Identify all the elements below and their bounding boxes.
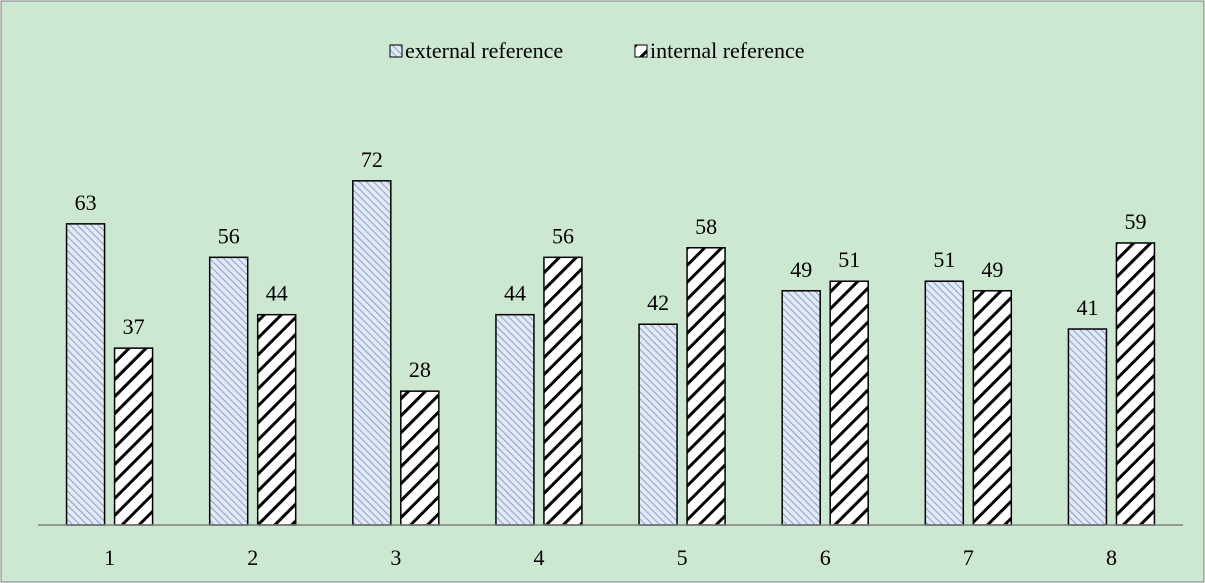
bar-external-7: [924, 280, 965, 526]
x-tick-labels: 1 2 3 4 5 6 7 8: [104, 545, 1117, 570]
bar-internal-7: [972, 290, 1013, 526]
data-label-external-1: 63: [75, 190, 97, 215]
x-tick-label-8: 8: [1106, 545, 1117, 570]
x-tick-label-7: 7: [963, 545, 974, 570]
data-label-internal-2: 44: [266, 281, 288, 306]
data-label-internal-8: 59: [1124, 209, 1146, 234]
data-label-external-2: 56: [218, 223, 240, 248]
data-label-external-7: 51: [933, 247, 955, 272]
data-label-internal-3: 28: [409, 357, 431, 382]
data-labels: 63 37 56 44 72 28 44 56 42 58 49 51 51 49 41 59: [75, 147, 1147, 382]
bar-internal-5: [686, 247, 726, 526]
bar-internal-2: [256, 313, 297, 526]
legend-label-internal: internal reference: [650, 38, 805, 63]
bar-internal-8: [1115, 242, 1156, 526]
x-tick-label-5: 5: [677, 545, 688, 570]
data-label-internal-4: 56: [552, 223, 574, 248]
data-label-external-8: 41: [1076, 295, 1098, 320]
data-label-external-4: 44: [504, 281, 526, 306]
x-tick-label-4: 4: [533, 545, 544, 570]
bar-external-2: [208, 256, 249, 526]
bar-internal-6: [829, 280, 869, 526]
data-label-internal-1: 37: [123, 314, 145, 339]
legend-swatch-external: [389, 44, 403, 58]
bar-internal-4: [543, 256, 583, 526]
x-tick-label-2: 2: [247, 545, 258, 570]
data-label-external-3: 72: [361, 147, 383, 172]
data-label-internal-5: 58: [695, 214, 717, 239]
legend-swatch-internal: [634, 44, 648, 58]
data-label-external-6: 49: [790, 257, 812, 282]
bars: [65, 180, 1156, 526]
bar-external-3: [352, 180, 392, 526]
bar-external-4: [495, 313, 535, 526]
legend: external reference internal reference: [389, 38, 805, 63]
data-label-internal-6: 51: [838, 247, 860, 272]
data-label-internal-7: 49: [981, 257, 1003, 282]
bar-internal-3: [400, 390, 440, 526]
x-tick-label-6: 6: [820, 545, 831, 570]
data-label-external-5: 42: [647, 290, 669, 315]
legend-label-external: external reference: [405, 38, 563, 63]
x-tick-label-3: 3: [390, 545, 401, 570]
x-tick-label-1: 1: [104, 545, 115, 570]
bar-external-6: [781, 290, 821, 526]
bar-external-8: [1067, 328, 1108, 526]
bar-external-5: [638, 323, 678, 526]
bar-external-1: [65, 223, 106, 526]
bar-internal-1: [113, 347, 154, 526]
